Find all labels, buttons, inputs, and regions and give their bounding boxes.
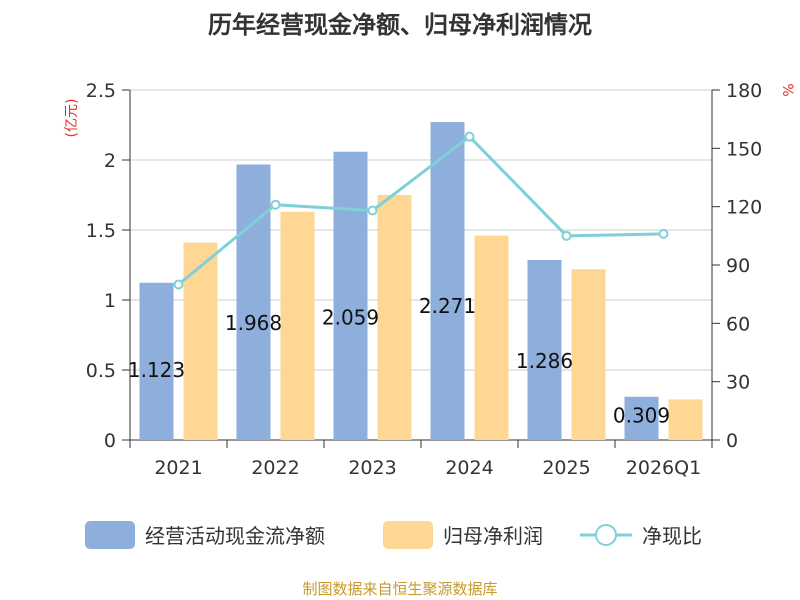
legend-label-net-profit: 归母净利润 <box>443 524 543 548</box>
net-profit-bar <box>377 195 412 440</box>
right-tick-label: 0 <box>726 430 738 452</box>
left-axis-unit: (亿元) <box>64 99 80 138</box>
source-note: 制图数据来自恒生聚源数据库 <box>302 580 497 598</box>
x-tick-label: 2024 <box>445 457 493 479</box>
cashflow-data-label: 0.309 <box>613 404 670 428</box>
left-tick-label: 2 <box>104 150 116 172</box>
legend: 经营活动现金流净额 归母净利润 净现比 <box>85 521 702 549</box>
x-tick-label: 2021 <box>154 457 202 479</box>
ratio-point <box>270 199 281 210</box>
ratio-line <box>173 131 669 290</box>
cashflow-data-label: 2.271 <box>419 294 476 318</box>
cashflow-data-label: 1.286 <box>516 349 573 373</box>
data-labels: 1.123 1.968 2.059 2.271 1.286 0.309 <box>128 294 670 428</box>
right-tick-label: 180 <box>726 80 762 102</box>
right-tick-label: 30 <box>726 372 750 394</box>
cashflow-data-label: 2.059 <box>322 306 379 330</box>
net-profit-bar <box>183 242 218 440</box>
net-profit-bar <box>474 235 509 440</box>
ratio-point <box>561 230 572 241</box>
ratio-point <box>367 205 378 216</box>
right-tick-label: 150 <box>726 138 762 160</box>
right-tick-label: 120 <box>726 197 762 219</box>
cashflow-data-label: 1.123 <box>128 358 185 382</box>
left-tick-label: 0 <box>104 430 116 452</box>
legend-label-cashflow: 经营活动现金流净额 <box>145 524 325 548</box>
legend-swatch-cashflow <box>85 521 135 549</box>
right-axis-unit: % <box>779 83 795 96</box>
right-tick-label: 60 <box>726 313 750 335</box>
cashflow-bar <box>139 282 174 440</box>
net-profit-bar <box>571 269 606 440</box>
ratio-line-path <box>177 134 664 286</box>
legend-marker-ratio <box>595 524 617 546</box>
bars <box>139 122 703 441</box>
grid <box>130 89 712 371</box>
net-profit-bar <box>668 399 703 440</box>
x-tick-label: 2023 <box>348 457 396 479</box>
legend-label-ratio: 净现比 <box>642 524 702 548</box>
axes: 0 0.5 1 1.5 2 2.5 0 30 60 90 120 150 180 2021 2022 2023… <box>86 80 762 479</box>
x-tick-label: 2025 <box>542 457 590 479</box>
left-tick-label: 1.5 <box>86 220 116 242</box>
left-tick-label: 0.5 <box>86 360 116 382</box>
x-tick-label: 2026Q1 <box>626 457 701 479</box>
legend-swatch-net-profit <box>383 521 433 549</box>
cashflow-bar <box>236 164 271 441</box>
right-tick-label: 90 <box>726 255 750 277</box>
cashflow-bar <box>624 396 659 440</box>
cashflow-bar <box>527 259 562 440</box>
x-tick-label: 2022 <box>251 457 299 479</box>
ratio-point <box>464 131 475 142</box>
cashflow-bar <box>333 151 368 441</box>
net-profit-bar <box>280 211 315 440</box>
cashflow-bar <box>430 122 465 440</box>
cashflow-data-label: 1.968 <box>225 311 282 335</box>
left-tick-label: 1 <box>104 290 116 312</box>
chart-title: 历年经营现金净额、归母净利润情况 <box>208 11 592 39</box>
ratio-point <box>173 279 184 290</box>
left-tick-label: 2.5 <box>86 80 116 102</box>
ratio-point <box>658 228 669 239</box>
